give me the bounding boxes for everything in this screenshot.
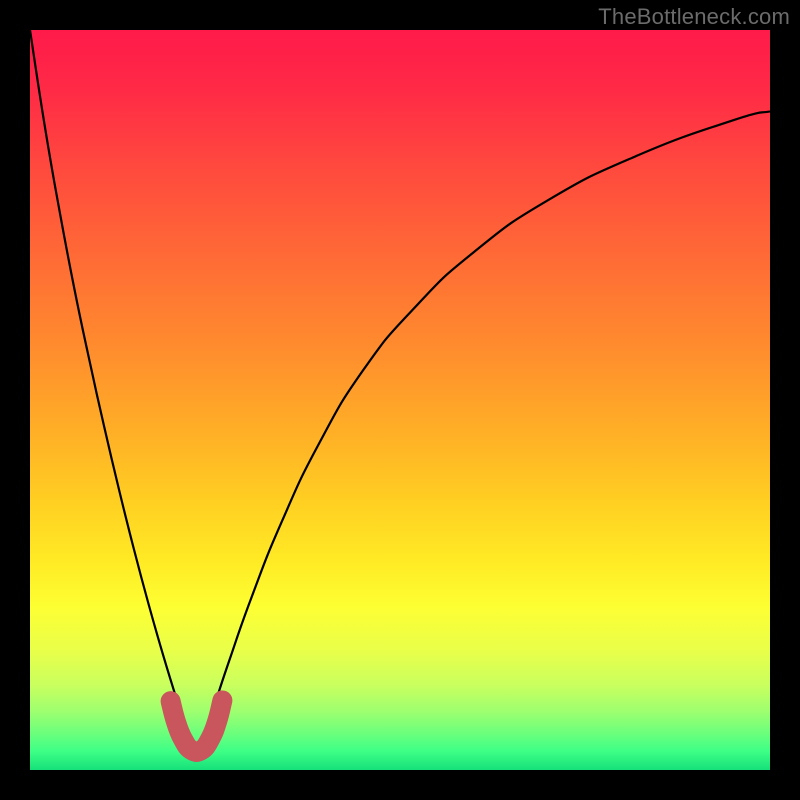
chart-container: TheBottleneck.com xyxy=(0,0,800,800)
chart-svg xyxy=(0,0,800,800)
chart-background xyxy=(30,30,770,770)
watermark-text: TheBottleneck.com xyxy=(598,4,790,30)
